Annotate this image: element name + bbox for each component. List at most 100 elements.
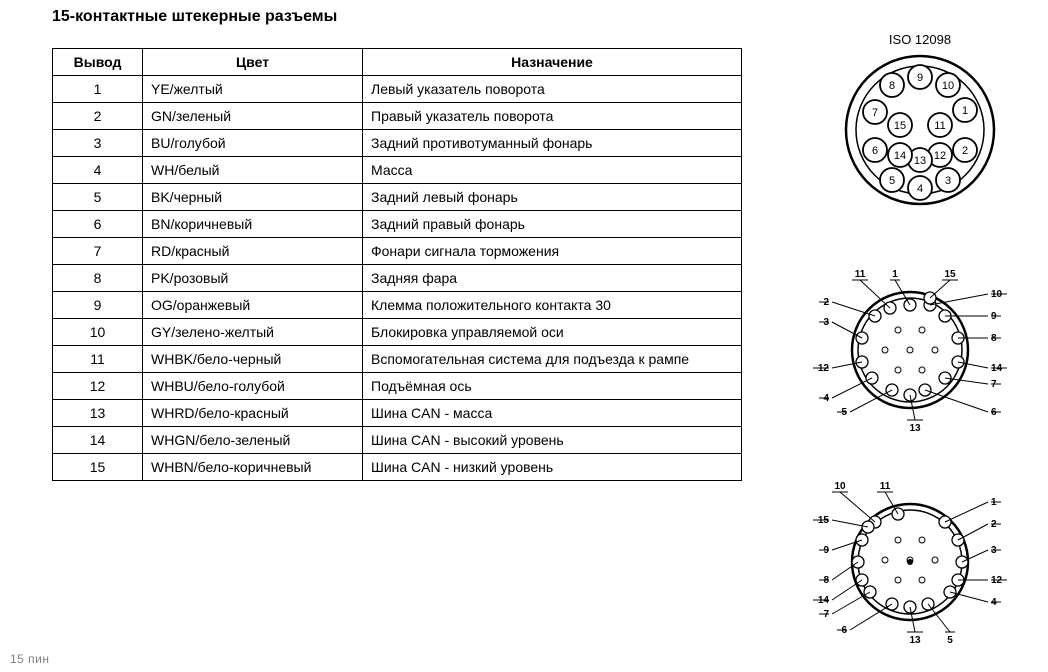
- cell-pin: 3: [53, 130, 143, 157]
- svg-text:10: 10: [991, 289, 1003, 300]
- page-title: 15-контактные штекерные разъемы: [52, 8, 337, 26]
- svg-text:11: 11: [880, 481, 891, 492]
- table-row: 4WH/белыйМасса: [53, 157, 742, 184]
- table-row: 12WHBU/бело-голубойПодъёмная ось: [53, 373, 742, 400]
- table-row: 15WHBN/бело-коричневыйШина CAN - низкий …: [53, 454, 742, 481]
- cell-purpose: Клемма положительного контакта 30: [363, 292, 742, 319]
- svg-text:7: 7: [991, 379, 997, 390]
- svg-text:13: 13: [914, 155, 926, 167]
- cell-purpose: Правый указатель поворота: [363, 103, 742, 130]
- svg-text:5: 5: [889, 175, 895, 187]
- svg-text:3: 3: [823, 317, 829, 328]
- cell-purpose: Вспомогательная система для подъезда к р…: [363, 346, 742, 373]
- table-row: 14WHGN/бело-зеленыйШина CAN - высокий ур…: [53, 427, 742, 454]
- svg-text:1: 1: [991, 497, 997, 508]
- cell-color: YE/желтый: [143, 76, 363, 103]
- svg-text:8: 8: [823, 575, 829, 586]
- svg-text:ISO 12098: ISO 12098: [889, 32, 951, 47]
- cell-color: OG/оранжевый: [143, 292, 363, 319]
- cell-pin: 10: [53, 319, 143, 346]
- svg-text:14: 14: [818, 595, 830, 606]
- cell-purpose: Фонари сигнала торможения: [363, 238, 742, 265]
- svg-text:5: 5: [947, 635, 953, 646]
- svg-text:4: 4: [917, 183, 923, 195]
- svg-text:6: 6: [991, 407, 997, 418]
- svg-text:7: 7: [823, 609, 829, 620]
- cell-color: PK/розовый: [143, 265, 363, 292]
- svg-text:10: 10: [942, 80, 954, 92]
- svg-text:15: 15: [894, 120, 906, 132]
- svg-text:14: 14: [991, 363, 1003, 374]
- cell-color: GY/зелено-желтый: [143, 319, 363, 346]
- svg-text:2: 2: [962, 145, 968, 157]
- svg-text:9: 9: [823, 545, 829, 556]
- cell-color: GN/зеленый: [143, 103, 363, 130]
- cell-pin: 9: [53, 292, 143, 319]
- cell-pin: 14: [53, 427, 143, 454]
- table-row: 8PK/розовыйЗадняя фара: [53, 265, 742, 292]
- table-header-row: Вывод Цвет Назначение: [53, 49, 742, 76]
- cell-color: WHBN/бело-коричневый: [143, 454, 363, 481]
- svg-text:1: 1: [892, 269, 898, 280]
- svg-text:12: 12: [818, 363, 830, 374]
- table-row: 1YE/желтыйЛевый указатель поворота: [53, 76, 742, 103]
- cell-pin: 7: [53, 238, 143, 265]
- svg-text:11: 11: [855, 269, 866, 280]
- cell-color: WHBK/бело-черный: [143, 346, 363, 373]
- svg-text:8: 8: [889, 80, 895, 92]
- svg-text:12: 12: [934, 150, 946, 162]
- svg-text:6: 6: [841, 625, 847, 636]
- svg-text:13: 13: [909, 635, 921, 646]
- svg-text:11: 11: [934, 120, 945, 132]
- svg-text:1: 1: [962, 105, 968, 117]
- svg-text:3: 3: [991, 545, 997, 556]
- svg-text:2: 2: [823, 297, 829, 308]
- svg-text:15: 15: [944, 269, 956, 280]
- cell-color: WHRD/бело-красный: [143, 400, 363, 427]
- pin-table: Вывод Цвет Назначение 1YE/желтыйЛевый ук…: [52, 48, 742, 481]
- svg-text:4: 4: [823, 393, 829, 404]
- cell-pin: 8: [53, 265, 143, 292]
- cell-pin: 15: [53, 454, 143, 481]
- cell-pin: 4: [53, 157, 143, 184]
- cell-purpose: Шина CAN - высокий уровень: [363, 427, 742, 454]
- cell-pin: 13: [53, 400, 143, 427]
- cell-pin: 11: [53, 346, 143, 373]
- cell-purpose: Задний левый фонарь: [363, 184, 742, 211]
- cell-purpose: Шина CAN - низкий уровень: [363, 454, 742, 481]
- cell-purpose: Подъёмная ось: [363, 373, 742, 400]
- cell-purpose: Блокировка управляемой оси: [363, 319, 742, 346]
- cell-purpose: Шина CAN - масса: [363, 400, 742, 427]
- svg-text:14: 14: [894, 150, 906, 162]
- cell-color: BN/коричневый: [143, 211, 363, 238]
- svg-text:2: 2: [991, 519, 997, 530]
- table-row: 7RD/красныйФонари сигнала торможения: [53, 238, 742, 265]
- table-row: 11WHBK/бело-черныйВспомогательная систем…: [53, 346, 742, 373]
- svg-text:13: 13: [909, 423, 921, 434]
- cell-purpose: Масса: [363, 157, 742, 184]
- table-row: 9OG/оранжевыйКлемма положительного конта…: [53, 292, 742, 319]
- svg-text:10: 10: [834, 481, 846, 492]
- cell-color: WH/белый: [143, 157, 363, 184]
- svg-text:9: 9: [917, 72, 923, 84]
- cell-purpose: Задний правый фонарь: [363, 211, 742, 238]
- col-header-purpose: Назначение: [363, 49, 742, 76]
- table-row: 10GY/зелено-желтыйБлокировка управляемой…: [53, 319, 742, 346]
- cell-color: RD/красный: [143, 238, 363, 265]
- connector-diagram-iso12098: ISO 12098123456789101112131415: [820, 30, 1020, 230]
- table-row: 5BK/черныйЗадний левый фонарь: [53, 184, 742, 211]
- cell-color: BK/черный: [143, 184, 363, 211]
- svg-text:8: 8: [991, 333, 997, 344]
- svg-text:4: 4: [991, 597, 997, 608]
- svg-text:15: 15: [818, 515, 830, 526]
- cell-pin: 1: [53, 76, 143, 103]
- cell-pin: 6: [53, 211, 143, 238]
- cell-color: WHBU/бело-голубой: [143, 373, 363, 400]
- footer-label: 15 пин: [10, 652, 50, 666]
- cell-pin: 12: [53, 373, 143, 400]
- cell-color: BU/голубой: [143, 130, 363, 157]
- table-row: 13WHRD/бело-красныйШина CAN - масса: [53, 400, 742, 427]
- svg-text:5: 5: [841, 407, 847, 418]
- table-row: 6BN/коричневыйЗадний правый фонарь: [53, 211, 742, 238]
- connector-diagram-labeled-1: 123456789101112131415: [790, 250, 1030, 440]
